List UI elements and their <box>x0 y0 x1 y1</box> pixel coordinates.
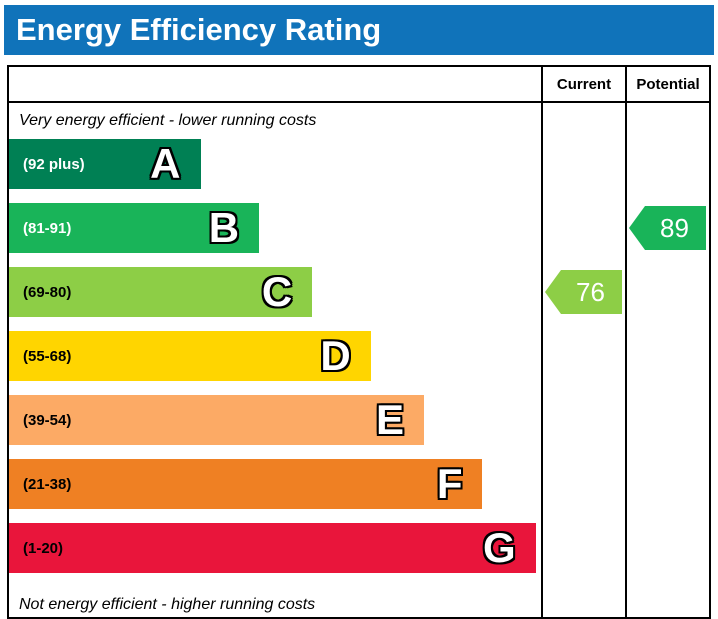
band-range-label: (92 plus) <box>23 155 85 173</box>
band-letter: D <box>320 332 351 379</box>
band-bar-c: (69-80) C <box>9 267 313 317</box>
band-bar-b: (81-91) B <box>9 203 260 253</box>
band-row-g: (1-20) G <box>9 523 541 573</box>
band-bar-g: (1-20) G <box>9 523 536 573</box>
potential-arrow: 89 <box>629 206 706 250</box>
bands-area: Very energy efficient - lower running co… <box>9 103 541 619</box>
band-letter: F <box>436 460 463 507</box>
band-range-label: (39-54) <box>23 411 72 429</box>
current-column: 76 <box>541 103 625 619</box>
title-bar: Energy Efficiency Rating <box>4 5 714 55</box>
band-bar-e: (39-54) E <box>9 395 424 445</box>
band-row-c: (69-80) C <box>9 267 541 317</box>
potential-value: 89 <box>660 212 689 243</box>
band-row-e: (39-54) E <box>9 395 541 445</box>
band-bar-d: (55-68) D <box>9 331 371 381</box>
band-letter: A <box>150 140 181 187</box>
band-range-label: (1-20) <box>23 539 64 557</box>
band-row-b: (81-91) B <box>9 203 541 253</box>
band-range-label: (55-68) <box>23 347 72 365</box>
band-bar-f: (21-38) F <box>9 459 483 509</box>
band-letter: C <box>261 268 293 315</box>
band-letter: E <box>375 396 404 443</box>
band-range-label: (69-80) <box>23 283 72 301</box>
band-letter: B <box>208 204 240 251</box>
band-row-a: (92 plus) A <box>9 139 541 189</box>
band-range-label: (81-91) <box>23 219 72 237</box>
band-range-label: (21-38) <box>23 475 72 493</box>
potential-column: 89 <box>625 103 709 619</box>
column-header-current: Current <box>541 67 625 101</box>
band-row-f: (21-38) F <box>9 459 541 509</box>
band-letter: G <box>483 524 516 571</box>
current-value: 76 <box>576 276 605 307</box>
caption-bottom: Not energy efficient - higher running co… <box>19 596 316 613</box>
chart-body: Very energy efficient - lower running co… <box>9 103 709 619</box>
energy-rating-chart: Current Potential Very energy efficient … <box>7 65 711 619</box>
band-row-d: (55-68) D <box>9 331 541 381</box>
page-title: Energy Efficiency Rating <box>16 12 382 47</box>
current-arrow: 76 <box>545 270 622 314</box>
header-spacer <box>9 67 541 101</box>
band-bar-a: (92 plus) A <box>9 139 201 189</box>
chart-header-row: Current Potential <box>9 67 709 103</box>
caption-top: Very energy efficient - lower running co… <box>19 112 317 129</box>
column-header-potential: Potential <box>625 67 709 101</box>
